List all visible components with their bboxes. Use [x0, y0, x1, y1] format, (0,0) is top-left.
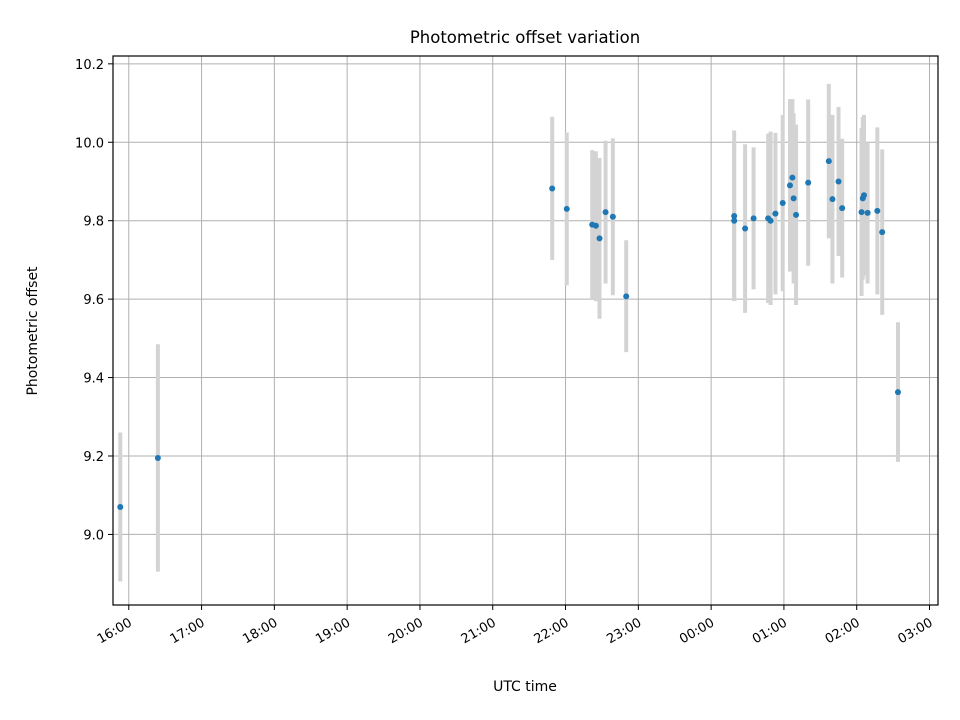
data-point — [779, 200, 786, 207]
error-bars — [118, 83, 900, 582]
y-axis-label: Photometric offset — [25, 266, 41, 396]
y-tick-label: 9.0 — [83, 528, 104, 543]
x-tick-label: 23:00 — [604, 615, 644, 647]
x-tick-label: 18:00 — [240, 615, 280, 647]
data-point — [790, 195, 797, 202]
x-tick-label: 00:00 — [677, 615, 717, 647]
plot-frame — [112, 55, 939, 606]
x-tick-label: 19:00 — [313, 615, 353, 647]
data-point — [117, 503, 124, 510]
x-tick-label: 17:00 — [168, 615, 208, 647]
data-point — [839, 205, 846, 212]
y-tick-label: 10.0 — [75, 136, 104, 151]
y-tick-label: 9.8 — [83, 215, 104, 230]
x-tick-label: 22:00 — [532, 615, 572, 647]
data-point — [609, 213, 616, 220]
data-point — [874, 207, 881, 214]
data-point — [592, 222, 599, 229]
data-point — [789, 174, 796, 181]
data-point — [549, 185, 556, 192]
data-points — [117, 158, 901, 510]
y-tick-label: 9.4 — [83, 372, 104, 387]
y-axis-ticks: 9.0 9.2 9.4 9.6 9.8 10.0 10.2 — [75, 58, 113, 543]
data-point — [858, 209, 865, 216]
data-point — [563, 205, 570, 212]
y-tick-label: 9.2 — [83, 450, 104, 465]
x-axis-label: UTC time — [493, 679, 557, 695]
data-point — [829, 196, 836, 203]
data-point — [835, 178, 842, 185]
data-point — [894, 389, 901, 396]
x-tick-label: 20:00 — [386, 615, 426, 647]
data-point — [602, 209, 609, 216]
x-tick-label: 16:00 — [95, 615, 135, 647]
data-point — [860, 192, 867, 199]
x-tick-label: 21:00 — [459, 615, 499, 647]
y-tick-label: 10.2 — [75, 58, 104, 73]
data-point — [864, 209, 871, 216]
data-point — [793, 211, 800, 218]
data-point — [742, 225, 749, 232]
data-point — [623, 293, 630, 300]
chart-title: Photometric offset variation — [410, 28, 640, 47]
x-tick-label: 02:00 — [823, 615, 863, 647]
data-point — [154, 454, 161, 461]
data-point — [731, 217, 738, 224]
grid-lines — [113, 56, 938, 605]
data-point — [879, 229, 886, 236]
y-tick-label: 9.6 — [83, 293, 104, 308]
data-point — [786, 182, 793, 189]
data-point — [750, 215, 757, 222]
data-point — [596, 235, 603, 242]
data-point — [731, 212, 738, 219]
data-point — [772, 210, 779, 217]
data-point — [805, 179, 812, 186]
x-tick-label: 03:00 — [896, 615, 936, 647]
x-axis-ticks: 16:00 17:00 18:00 19:00 20:00 21:00 22:00 23:00… — [95, 605, 936, 647]
data-point — [825, 158, 832, 165]
x-tick-label: 01:00 — [750, 615, 790, 647]
data-point — [767, 217, 774, 224]
